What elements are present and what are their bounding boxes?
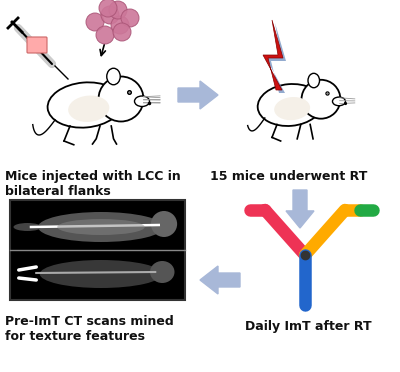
Polygon shape	[200, 266, 240, 294]
Circle shape	[86, 13, 104, 31]
Polygon shape	[286, 190, 314, 228]
Ellipse shape	[134, 96, 150, 106]
Circle shape	[121, 9, 139, 27]
Text: Daily ImT after RT: Daily ImT after RT	[245, 320, 372, 333]
Ellipse shape	[14, 223, 42, 231]
Ellipse shape	[68, 96, 109, 122]
Ellipse shape	[57, 219, 145, 235]
Polygon shape	[263, 20, 283, 90]
FancyBboxPatch shape	[27, 37, 47, 53]
Ellipse shape	[40, 260, 162, 288]
Ellipse shape	[332, 97, 346, 106]
Ellipse shape	[308, 73, 320, 88]
Text: Mice injected with LCC in
bilateral flanks: Mice injected with LCC in bilateral flan…	[5, 170, 181, 198]
Text: Pre-ImT CT scans mined
for texture features: Pre-ImT CT scans mined for texture featu…	[5, 315, 174, 343]
Ellipse shape	[48, 82, 122, 128]
Ellipse shape	[107, 68, 120, 85]
Circle shape	[111, 16, 129, 34]
Circle shape	[113, 23, 131, 41]
Circle shape	[109, 1, 127, 19]
Ellipse shape	[38, 212, 164, 242]
Ellipse shape	[274, 97, 310, 120]
Ellipse shape	[150, 261, 174, 283]
Ellipse shape	[258, 84, 322, 126]
Circle shape	[302, 80, 340, 119]
Circle shape	[98, 77, 144, 122]
Text: 15 mice underwent RT: 15 mice underwent RT	[210, 170, 367, 183]
Polygon shape	[178, 81, 218, 109]
Polygon shape	[266, 23, 286, 93]
Circle shape	[96, 26, 114, 44]
Circle shape	[101, 6, 119, 24]
FancyBboxPatch shape	[10, 200, 185, 300]
Circle shape	[99, 0, 117, 17]
Ellipse shape	[151, 211, 177, 237]
